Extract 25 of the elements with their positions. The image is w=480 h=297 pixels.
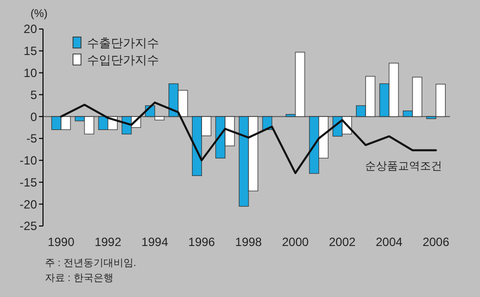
y-axis-title: (%) <box>30 8 48 20</box>
x-tick-label: 2006 <box>422 235 450 249</box>
series-label: 순상품교역조건 <box>364 160 442 172</box>
y-tick-label: 15 <box>24 44 38 58</box>
legend-label: 수입단가지수 <box>87 53 159 67</box>
y-tick-label: -5 <box>26 132 38 146</box>
x-tick-label: 2000 <box>282 235 310 249</box>
x-tick-label: 1992 <box>94 235 122 249</box>
x-tick-label: 1996 <box>188 235 216 249</box>
x-tick-label: 1990 <box>48 235 75 249</box>
y-tick-label: 10 <box>24 66 38 80</box>
y-tick-label: 20 <box>24 22 38 36</box>
x-tick-label: 2002 <box>328 235 356 249</box>
y-tick-label: 5 <box>30 88 38 102</box>
y-tick-label: -20 <box>20 197 38 212</box>
x-tick-label: 1998 <box>235 235 262 249</box>
legend-label: 수출단가지수 <box>87 36 159 50</box>
text: 주 : 전년동기대비임. <box>45 258 136 269</box>
y-tick-label: 0 <box>30 110 38 124</box>
y-tick-label: -15 <box>20 175 38 190</box>
text: 자료 : 한국은행 <box>45 273 114 284</box>
x-tick-label: 2004 <box>376 235 403 249</box>
y-tick-label: -25 <box>20 219 38 234</box>
x-tick-label: 1994 <box>141 235 168 249</box>
y-tick-label: -10 <box>20 154 38 168</box>
